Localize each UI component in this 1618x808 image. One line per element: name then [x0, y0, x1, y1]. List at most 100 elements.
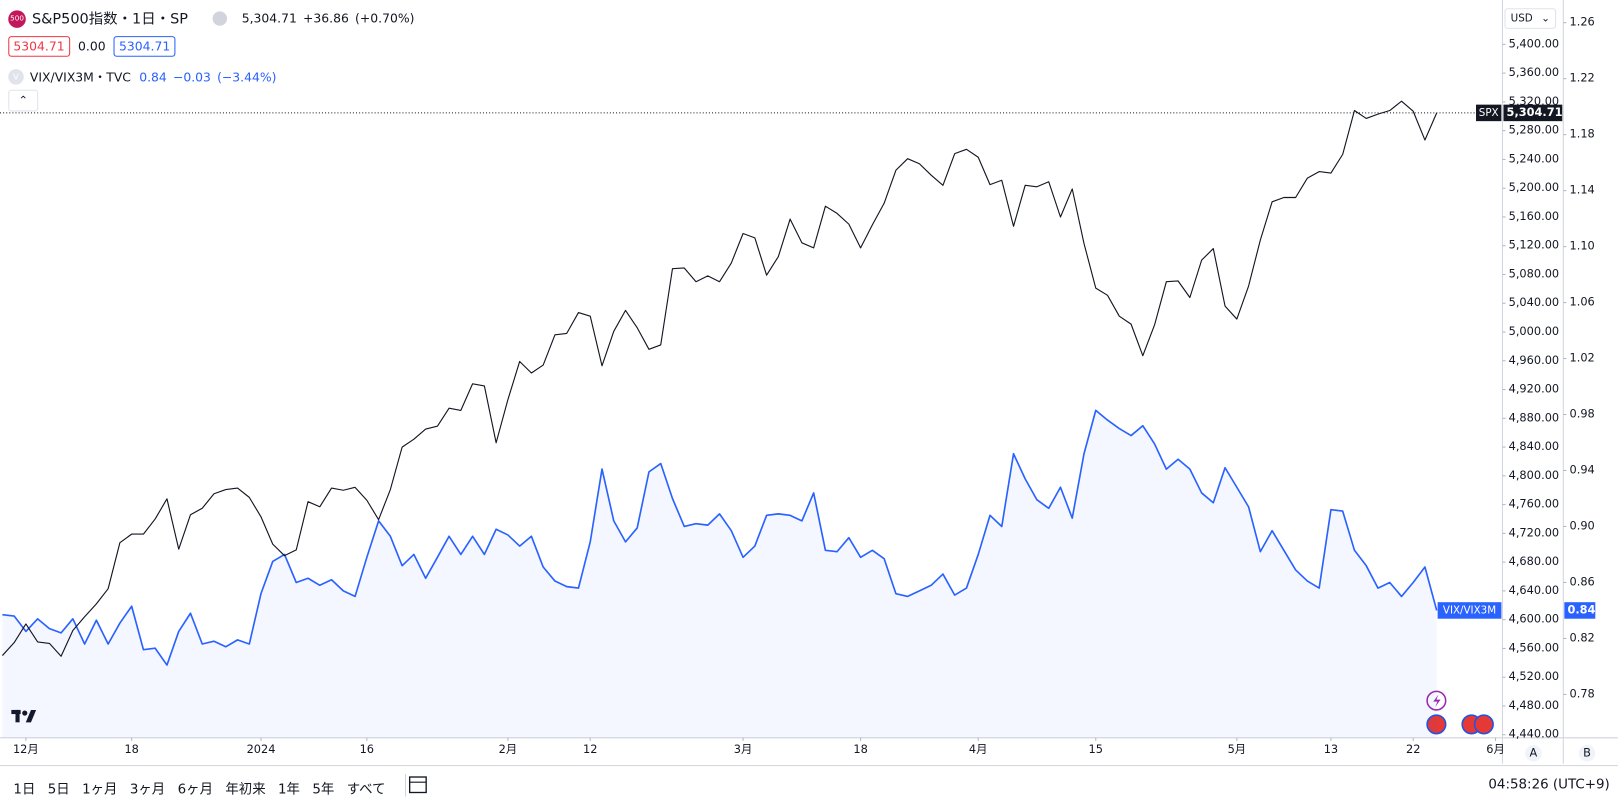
range-button[interactable]: 年初来 [225, 782, 266, 798]
economic-event[interactable] [1426, 714, 1447, 735]
y2-tick-label: 1.02 [1570, 351, 1595, 365]
y-tick-label: 5,120.00 [1509, 238, 1560, 252]
logo-part [25, 709, 37, 723]
overlay-change-pct: (−3.44%) [217, 69, 277, 85]
symbol-logo: 500 [8, 9, 26, 28]
y-tick-label: 5,360.00 [1509, 65, 1560, 79]
y-tick-label: 5,240.00 [1509, 151, 1560, 165]
scale-button[interactable]: A [1530, 745, 1538, 759]
status-dot [212, 11, 228, 26]
y-tick-label: 4,800.00 [1509, 468, 1560, 482]
buy-button[interactable]: 5304.71 [113, 36, 176, 57]
x-tick-label: 12月 [13, 742, 39, 756]
x-tick-label: 2024 [247, 742, 276, 756]
y-tick-label: 5,280.00 [1509, 123, 1560, 137]
x-tick-label: 22 [1406, 742, 1420, 756]
trade-row: 5304.71 0.00 5304.71 [8, 36, 176, 57]
y2-tick-label: 0.90 [1570, 518, 1595, 532]
y-tick-label: 5,040.00 [1509, 295, 1560, 309]
y-tick-label: 5,160.00 [1509, 209, 1560, 223]
y2-tick-label: 1.06 [1570, 295, 1595, 309]
price-tag [1503, 104, 1563, 122]
scale-button-bg [1525, 745, 1542, 762]
range-toolbar: 1日 5日 1ヶ月 3ヶ月 6ヶ月 年初来 1年 5年 すべて [8, 774, 390, 802]
x-tick-label: 18 [124, 742, 138, 756]
y-tick-label: 4,440.00 [1509, 727, 1560, 741]
y-tick-label: 4,880.00 [1509, 410, 1560, 424]
range-button[interactable]: 5日 [47, 782, 70, 798]
range-button[interactable]: 1ヶ月 [82, 782, 118, 798]
y-tick-label: 5,080.00 [1509, 266, 1560, 280]
price: 5,304.71 [241, 11, 297, 26]
dropdown-arrow: ⌄ [1541, 13, 1550, 25]
y-tick-label: 4,560.00 [1509, 640, 1560, 654]
y-tick-label: 4,760.00 [1509, 497, 1560, 511]
series-name-tag [1476, 104, 1502, 122]
calendar-icon[interactable] [408, 776, 427, 794]
scale-button[interactable]: B [1583, 745, 1591, 759]
series-name-tag-label: VIX/VIX3M [1443, 604, 1496, 616]
series-line [2, 409, 1438, 666]
range-button[interactable]: すべて [346, 782, 386, 798]
logo-part [15, 709, 20, 723]
change-pct: (+0.70%) [355, 11, 415, 26]
y2-tick-label: 0.86 [1570, 574, 1595, 588]
event-icon-glyph [1433, 694, 1441, 707]
x-tick-label: 18 [853, 742, 867, 756]
y2-tick-label: 0.82 [1570, 630, 1595, 644]
y-tick-label: 4,680.00 [1509, 554, 1560, 568]
y2-tick-label: 1.14 [1570, 183, 1595, 197]
y-tick-label: 5,000.00 [1509, 324, 1560, 338]
price-tag-label: 5,304.71 [1507, 105, 1563, 119]
sell-button[interactable]: 5304.71 [8, 36, 70, 57]
range-button[interactable]: 5年 [312, 782, 335, 798]
scale-button-bg [1578, 745, 1596, 762]
x-tick-label: 3月 [734, 742, 753, 756]
y-tick-label: 4,600.00 [1509, 612, 1560, 626]
x-tick-label: 13 [1324, 742, 1338, 756]
clock: 04:58:26 (UTC+9) [1488, 777, 1610, 793]
y-tick-label: 4,640.00 [1509, 583, 1560, 597]
calendar-frame [408, 776, 427, 794]
range-button[interactable]: 6ヶ月 [177, 782, 213, 798]
series-line [1, 100, 1438, 657]
symbol-title[interactable]: S&P500指数・1日・SP [31, 11, 189, 28]
range-button[interactable]: 1日 [13, 782, 36, 798]
x-tick-label: 5月 [1228, 742, 1247, 756]
overlay-price: 0.84 [139, 69, 167, 85]
x-tick-label: 2月 [499, 742, 518, 756]
spread: 0.00 [78, 39, 106, 54]
change: +36.86 [303, 11, 349, 26]
overlay-change: −0.03 [172, 69, 211, 85]
symbol-row: 500 S&P500指数・1日・SP 5,304.71 +36.86 (+0.7… [8, 8, 414, 29]
y-tick-label: 5,320.00 [1509, 94, 1560, 108]
x-tick-label: 15 [1089, 742, 1103, 756]
x-tick-label: 4月 [969, 742, 988, 756]
series-area [2, 410, 1437, 738]
y-tick-label: 4,920.00 [1509, 382, 1560, 396]
y2-tick-label: 0.98 [1570, 407, 1595, 421]
overlay-symbol[interactable]: VIX/VIX3M・TVC [29, 70, 131, 85]
y-tick-label: 5,200.00 [1509, 180, 1560, 194]
range-button[interactable]: 3ヶ月 [129, 782, 166, 798]
tv-logo [11, 709, 37, 723]
y2-tick-label: 1.18 [1570, 127, 1595, 141]
collapse-button[interactable]: ⌃ [8, 89, 39, 112]
y-tick-label: 5,400.00 [1509, 36, 1560, 50]
x-tick-label: 6月 [1486, 742, 1505, 756]
price-tag-label: 0.84 [1567, 602, 1595, 616]
y-tick-label: 4,720.00 [1509, 525, 1560, 539]
series-name-tag-label: SPX [1479, 107, 1499, 119]
series-name-tag [1437, 602, 1502, 619]
y2-tick-label: 1.10 [1570, 239, 1595, 253]
range-button[interactable]: 1年 [278, 782, 300, 798]
y-tick-label: 4,840.00 [1509, 439, 1560, 453]
y-tick-label: 4,960.00 [1509, 353, 1560, 367]
currency-select[interactable]: USD ⌄ [1504, 8, 1557, 29]
y-tick-label: 4,520.00 [1509, 669, 1560, 683]
overlay-row: V VIX/VIX3M・TVC 0.84 −0.03 (−3.44%) [8, 68, 276, 86]
economic-event[interactable] [1473, 714, 1494, 735]
price-tag [1564, 602, 1596, 619]
